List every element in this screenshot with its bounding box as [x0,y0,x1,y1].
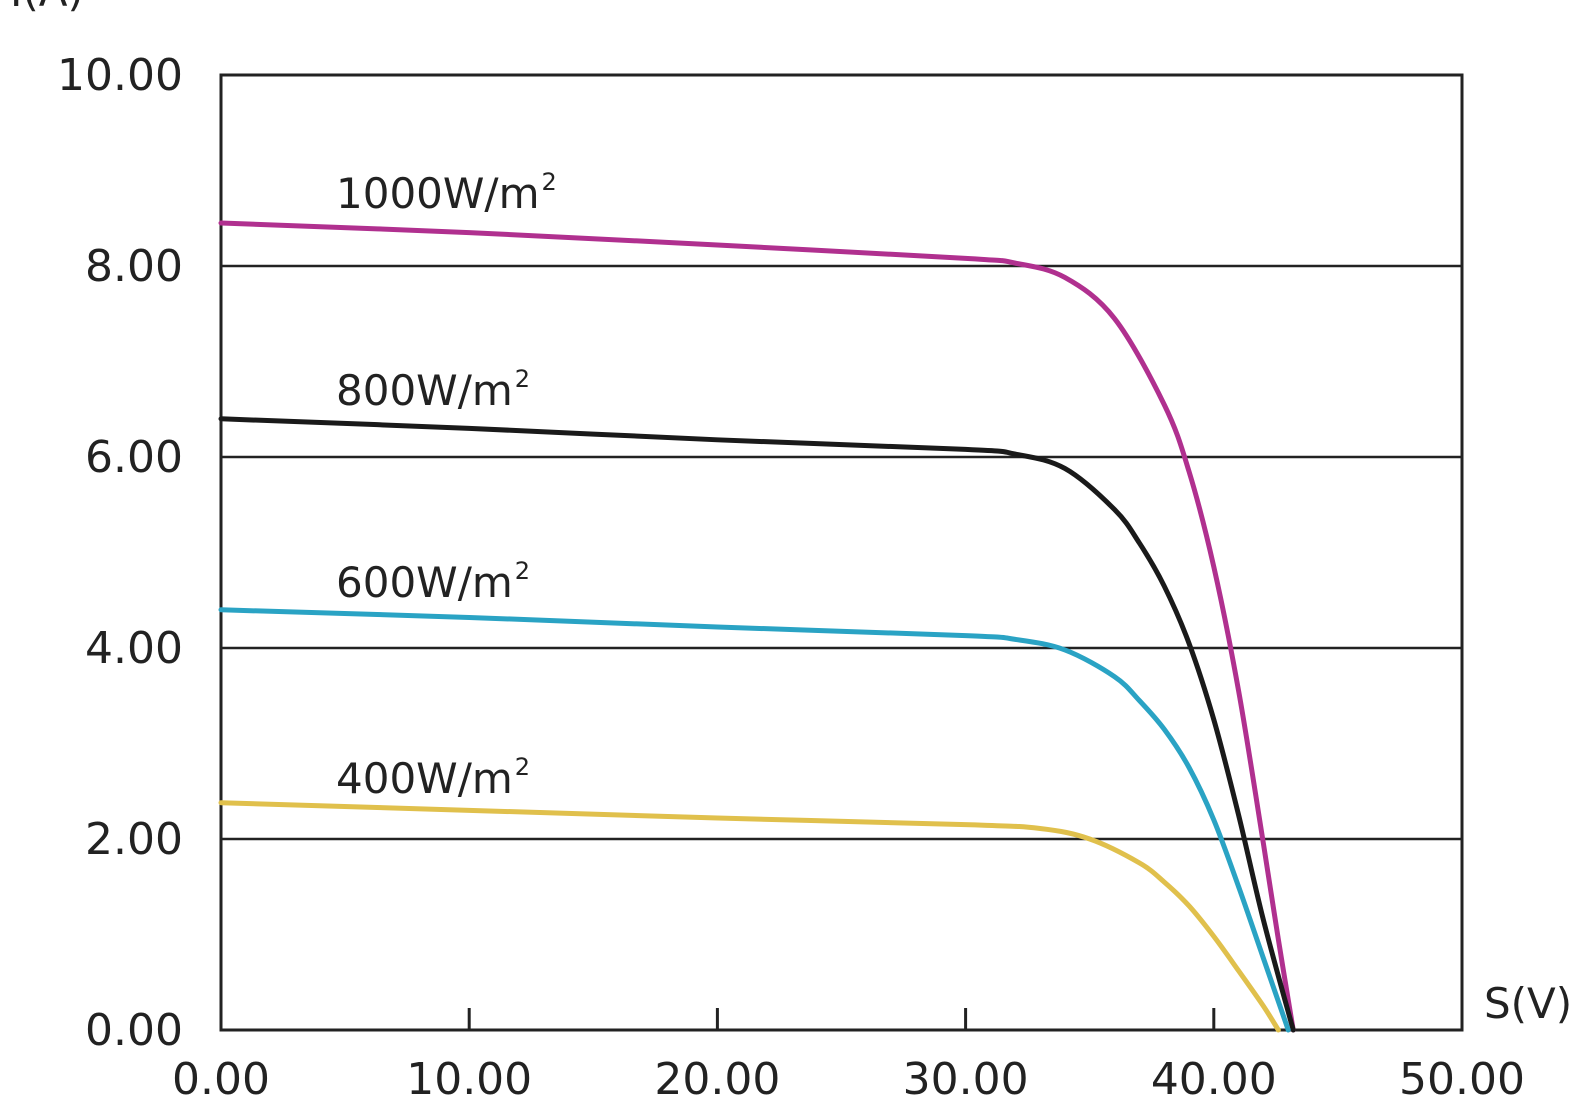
series-label-text: 400W/m [336,754,513,803]
grid-lines [221,264,1462,841]
series-label-2: 800W/m 2 [336,365,530,415]
series-label-3: 600W/m 2 [336,557,530,607]
y-axis: 0.00 2.00 4.00 6.00 8.00 10.00 [57,50,183,1056]
series-label-text: 800W/m [336,366,513,415]
series-label-1: 1000W/m 2 [336,168,557,218]
y-tick-label: 8.00 [85,241,183,292]
series-line-2 [218,416,1296,1033]
x-axis: 0.00 10.00 20.00 30.00 40.00 50.00 [172,1008,1525,1105]
x-tick-label: 50.00 [1399,1054,1525,1105]
series-label-superscript: 2 [515,753,530,781]
series-label-4: 400W/m 2 [336,753,530,803]
series-label-superscript: 2 [541,168,556,196]
y-axis-title: I(A) [10,0,84,16]
series-label-text: 1000W/m [336,169,539,218]
series-label-superscript: 2 [515,365,530,393]
series-line-4 [218,800,1281,1033]
x-tick-label: 40.00 [1151,1054,1277,1105]
y-tick-label: 2.00 [85,814,183,865]
series-group [218,220,1296,1033]
x-tick-label: 0.00 [172,1054,270,1105]
y-tick-label: 6.00 [85,432,183,483]
plot-frame [219,73,1464,1032]
series-line-3 [218,607,1291,1033]
x-tick-label: 30.00 [903,1054,1029,1105]
y-tick-label: 0.00 [85,1005,183,1056]
x-tick-label: 10.00 [406,1054,532,1105]
series-label-text: 600W/m [336,558,513,607]
x-tick-label: 20.00 [654,1054,780,1105]
x-axis-title: S(V) [1484,979,1572,1028]
y-tick-label: 10.00 [57,50,183,101]
series-label-superscript: 2 [515,557,530,585]
y-tick-label: 4.00 [85,623,183,674]
series-line-1 [218,220,1296,1033]
